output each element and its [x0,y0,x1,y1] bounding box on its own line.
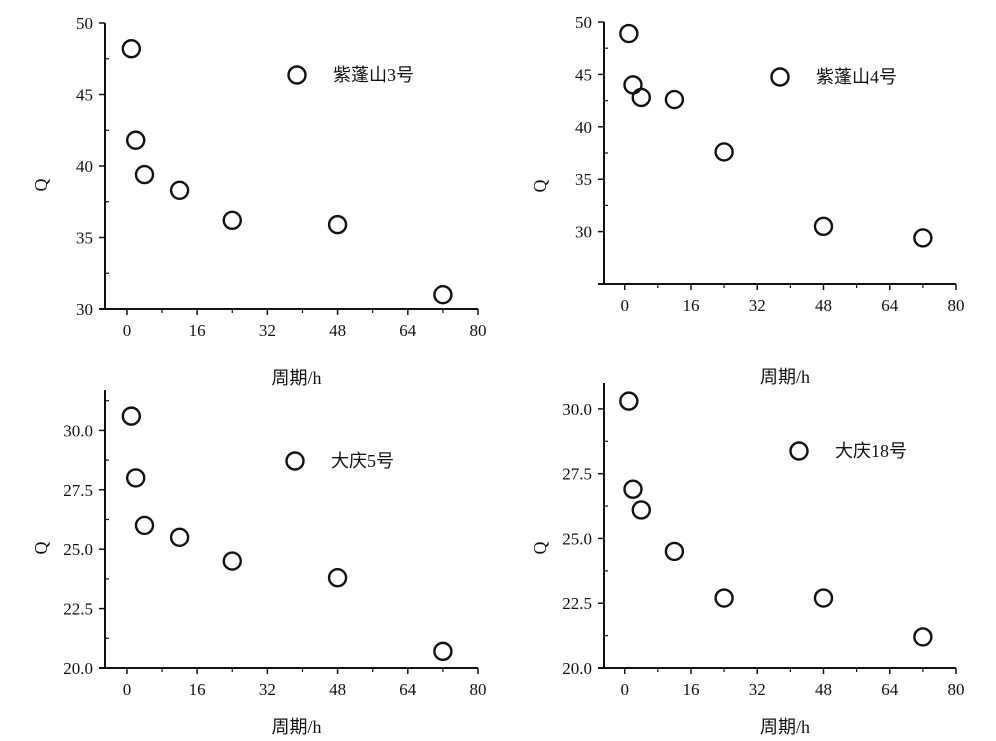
y-tick-label: 27.5 [562,465,592,484]
x-axis-label: 周期/h [271,368,321,388]
data-point [222,210,242,231]
data-point [664,89,685,110]
y-axis-label: Q [530,180,550,193]
x-tick-label: 64 [399,680,417,699]
x-tick-label: 16 [189,321,206,340]
chart-panel-4: 0 16 32 48 64 80 20.0 22.5 25.0 27.5 30.0 Q 周期/h 大庆18… [530,383,965,737]
data-point [631,500,651,520]
data-point [913,228,933,248]
y-tick-label: 30 [76,300,93,319]
data-point [327,214,348,235]
data-point [813,216,834,237]
legend-label: 大庆5号 [331,451,394,471]
data-point [813,588,834,608]
y-axis-label: Q [530,542,550,555]
y-tick-label: 22.5 [63,600,93,619]
y-tick-label: 50 [575,13,592,32]
y-axis-label: Q [31,542,51,555]
chart-panel-2: 0 16 32 48 64 80 30 35 40 45 50 Q 周期/h 紫蓬山4号 [530,13,965,387]
x-tick-label: 0 [123,321,132,340]
x-tick-label: 80 [470,680,487,699]
y-tick-label: 27.5 [63,481,93,500]
data-point [714,142,734,162]
x-tick-label: 16 [682,296,699,315]
x-tick-label: 16 [189,680,206,699]
y-tick-label: 40 [575,118,592,137]
x-tick-label: 0 [620,296,629,315]
y-tick-label: 45 [575,65,592,84]
y-tick-label: 20.0 [63,659,93,678]
data-point [134,164,155,185]
x-tick-label: 16 [682,680,699,699]
x-tick-label: 0 [620,680,629,699]
y-tick-label: 30.0 [63,421,93,440]
data-point [134,515,155,536]
y-tick-label: 35 [76,229,93,248]
y-tick-label: 45 [76,86,93,105]
data-point [169,527,190,548]
legend-marker [285,451,305,471]
data-point [433,285,453,305]
x-tick-label: 32 [259,680,276,699]
legend-label: 紫蓬山4号 [816,67,897,87]
x-tick-label: 80 [948,680,965,699]
x-tick-label: 32 [749,296,766,315]
data-point [126,468,146,488]
data-point [623,75,643,95]
legend-label: 大庆18号 [835,441,907,461]
x-tick-label: 48 [815,680,832,699]
x-tick-label: 64 [399,321,417,340]
y-tick-label: 50 [76,14,93,33]
y-tick-label: 30 [575,223,592,242]
x-tick-label: 80 [470,321,487,340]
chart-panel-3: 0 16 32 48 64 80 20.0 22.5 25.0 27.5 30.0 Q 周期/h 大庆5号 [31,390,487,737]
x-tick-label: 48 [329,680,346,699]
legend-label: 紫蓬山3号 [333,65,414,85]
chart-panel-1: 0 16 32 48 64 80 30 35 40 45 50 Q 周期/h 紫蓬山3号 [31,14,487,388]
y-tick-label: 30.0 [562,400,592,419]
legend-marker [287,65,307,85]
y-tick-label: 22.5 [562,594,592,613]
x-tick-label: 0 [123,680,132,699]
data-point [623,479,643,499]
data-point [126,130,146,150]
data-point [631,87,651,108]
x-tick-label: 80 [948,296,965,315]
y-tick-label: 35 [575,170,592,189]
x-tick-label: 48 [329,321,346,340]
y-tick-label: 25.0 [562,529,592,548]
y-axis-label: Q [31,179,51,192]
data-point [664,541,685,562]
data-point [433,641,453,662]
data-point [121,39,142,59]
x-axis-label: 周期/h [271,717,321,737]
data-point [619,391,639,411]
x-tick-label: 32 [749,680,766,699]
data-point [169,180,190,201]
data-point [327,568,348,588]
data-point [222,551,242,571]
y-tick-label: 25.0 [63,540,93,559]
y-tick-label: 40 [76,157,93,176]
legend-marker [789,441,809,461]
x-tick-label: 48 [815,296,832,315]
data-point [913,627,933,647]
data-point [619,23,639,44]
x-tick-label: 64 [881,296,899,315]
x-axis-label: 周期/h [760,717,810,737]
y-tick-label: 20.0 [562,659,592,678]
x-tick-label: 32 [259,321,276,340]
data-point [121,406,142,426]
x-tick-label: 64 [881,680,899,699]
legend-marker [770,67,790,87]
data-point [714,588,734,608]
x-axis-label: 周期/h [760,367,810,387]
